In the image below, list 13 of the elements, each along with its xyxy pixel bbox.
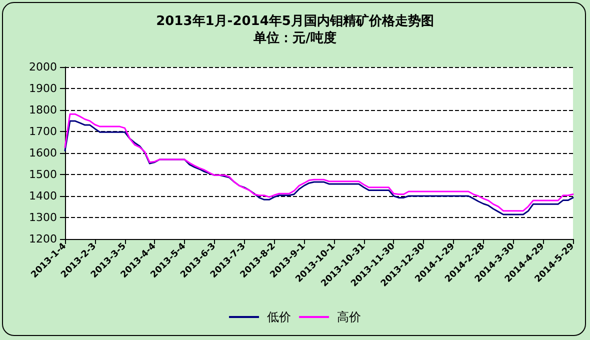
chart-subtitle: 单位：元/吨度: [252, 30, 336, 46]
y-tick-label: 1200: [29, 232, 57, 246]
y-tick-label: 1300: [29, 211, 57, 224]
y-tick-label: 1700: [29, 125, 57, 138]
y-tick-label: 2000: [29, 60, 57, 74]
y-tick-label: 1400: [29, 190, 57, 202]
y-tick-label: 1900: [29, 82, 57, 95]
y-tick-label: 1800: [29, 104, 57, 116]
legend-label: 低价: [267, 310, 291, 324]
chart-title: 2013年1月-2014年5月国内钼精矿价格走势图: [156, 13, 434, 29]
y-tick-label: 1500: [29, 168, 57, 181]
legend-label: 高价: [337, 310, 361, 324]
y-tick-label: 1600: [29, 146, 57, 160]
